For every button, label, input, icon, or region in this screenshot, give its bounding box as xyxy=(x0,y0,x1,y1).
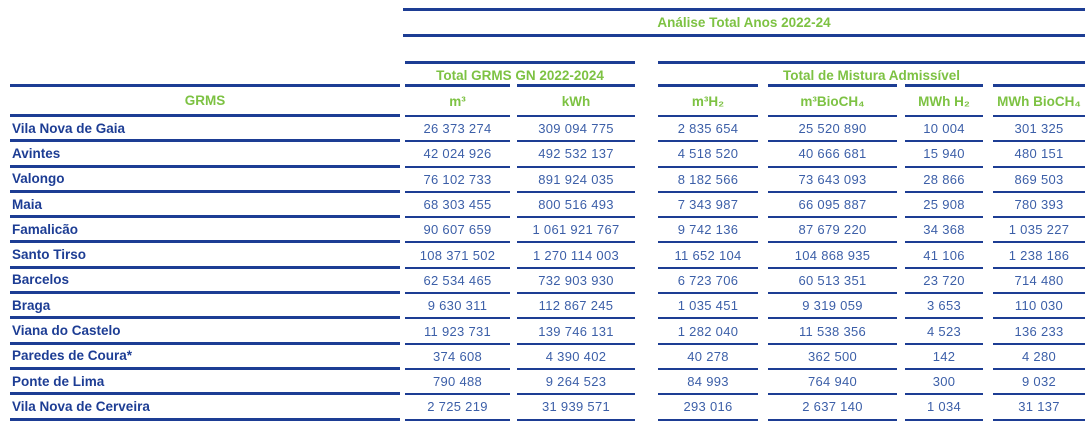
table-title: Análise Total Anos 2022-24 xyxy=(403,8,1085,37)
value-cell: 62 534 465 xyxy=(405,269,510,295)
column-header-m3: m³ xyxy=(405,84,510,117)
row-label: Valongo xyxy=(10,168,400,193)
row-label: Vila Nova de Gaia xyxy=(10,117,400,143)
grms-data-table: GRMS m³ kWh m³H₂ m³BioCH₄ MWh H₂ MWh Bio… xyxy=(10,84,1085,421)
value-cell: 4 518 520 xyxy=(658,142,758,168)
value-cell: 1 282 040 xyxy=(658,319,758,345)
value-cell: 42 024 926 xyxy=(405,142,510,168)
value-cell: 112 867 245 xyxy=(517,294,635,320)
value-cell: 31 939 571 xyxy=(517,395,635,421)
value-cell: 2 725 219 xyxy=(405,395,510,421)
row-label: Vila Nova de Cerveira xyxy=(10,395,400,421)
value-cell: 40 278 xyxy=(658,345,758,370)
value-cell: 25 520 890 xyxy=(768,117,897,143)
column-header-m3-bioch4: m³BioCH₄ xyxy=(768,84,897,117)
value-cell: 9 264 523 xyxy=(517,370,635,396)
value-cell: 40 666 681 xyxy=(768,142,897,168)
value-cell: 68 303 455 xyxy=(405,193,510,219)
column-header-grms: GRMS xyxy=(10,84,400,117)
value-cell: 764 940 xyxy=(768,370,897,396)
value-cell: 28 866 xyxy=(905,168,983,193)
value-cell: 104 868 935 xyxy=(768,243,897,269)
value-cell: 66 095 887 xyxy=(768,193,897,219)
value-cell: 9 319 059 xyxy=(768,294,897,320)
group-header-left-text: Total GRMS GN 2022-2024 xyxy=(436,68,604,83)
value-cell: 9 630 311 xyxy=(405,294,510,320)
row-label: Maia xyxy=(10,193,400,219)
value-cell: 84 993 xyxy=(658,370,758,396)
value-cell: 10 004 xyxy=(905,117,983,143)
value-cell: 4 523 xyxy=(905,319,983,345)
value-cell: 9 742 136 xyxy=(658,218,758,244)
value-cell: 11 923 731 xyxy=(405,319,510,345)
value-cell: 300 xyxy=(905,370,983,396)
value-cell: 362 500 xyxy=(768,345,897,370)
value-cell: 31 137 xyxy=(993,395,1085,421)
value-cell: 374 608 xyxy=(405,345,510,370)
group-header-right-text: Total de Mistura Admissível xyxy=(782,68,961,83)
value-cell: 6 723 706 xyxy=(658,269,758,295)
value-cell: 23 720 xyxy=(905,269,983,295)
row-label: Ponte de Lima xyxy=(10,370,400,396)
group-header-mistura-admissivel: Total de Mistura Admissível xyxy=(658,61,1085,84)
value-cell: 4 280 xyxy=(993,345,1085,370)
value-cell: 790 488 xyxy=(405,370,510,396)
value-cell: 7 343 987 xyxy=(658,193,758,219)
value-cell: 136 233 xyxy=(993,319,1085,345)
value-cell: 26 373 274 xyxy=(405,117,510,143)
value-cell: 1 270 114 003 xyxy=(517,243,635,269)
value-cell: 1 238 186 xyxy=(993,243,1085,269)
value-cell: 25 908 xyxy=(905,193,983,219)
value-cell: 1 061 921 767 xyxy=(517,218,635,244)
value-cell: 60 513 351 xyxy=(768,269,897,295)
value-cell: 309 094 775 xyxy=(517,117,635,143)
row-label: Avintes xyxy=(10,142,400,168)
value-cell: 73 643 093 xyxy=(768,168,897,193)
value-cell: 2 835 654 xyxy=(658,117,758,143)
table-title-text: Análise Total Anos 2022-24 xyxy=(657,15,831,30)
row-label: Famalicão xyxy=(10,218,400,244)
value-cell: 142 xyxy=(905,345,983,370)
value-cell: 891 924 035 xyxy=(517,168,635,193)
value-cell: 1 035 451 xyxy=(658,294,758,320)
row-label: Santo Tirso xyxy=(10,243,400,269)
value-cell: 3 653 xyxy=(905,294,983,320)
value-cell: 108 371 502 xyxy=(405,243,510,269)
value-cell: 8 182 566 xyxy=(658,168,758,193)
column-header-m3-h2: m³H₂ xyxy=(658,84,758,117)
row-label: Braga xyxy=(10,294,400,320)
value-cell: 1 035 227 xyxy=(993,218,1085,244)
row-label: Paredes de Coura* xyxy=(10,345,400,370)
row-label: Barcelos xyxy=(10,269,400,295)
value-cell: 1 034 xyxy=(905,395,983,421)
row-label: Viana do Castelo xyxy=(10,319,400,345)
value-cell: 301 325 xyxy=(993,117,1085,143)
value-cell: 34 368 xyxy=(905,218,983,244)
value-cell: 9 032 xyxy=(993,370,1085,396)
value-cell: 732 903 930 xyxy=(517,269,635,295)
value-cell: 800 516 493 xyxy=(517,193,635,219)
value-cell: 110 030 xyxy=(993,294,1085,320)
value-cell: 11 538 356 xyxy=(768,319,897,345)
value-cell: 2 637 140 xyxy=(768,395,897,421)
value-cell: 293 016 xyxy=(658,395,758,421)
value-cell: 869 503 xyxy=(993,168,1085,193)
value-cell: 480 151 xyxy=(993,142,1085,168)
value-cell: 139 746 131 xyxy=(517,319,635,345)
value-cell: 492 532 137 xyxy=(517,142,635,168)
value-cell: 76 102 733 xyxy=(405,168,510,193)
group-header-total-grms-gn: Total GRMS GN 2022-2024 xyxy=(405,61,635,84)
column-header-mwh-bioch4: MWh BioCH₄ xyxy=(993,84,1085,117)
value-cell: 4 390 402 xyxy=(517,345,635,370)
column-header-mwh-h2: MWh H₂ xyxy=(905,84,983,117)
value-cell: 90 607 659 xyxy=(405,218,510,244)
value-cell: 11 652 104 xyxy=(658,243,758,269)
value-cell: 15 940 xyxy=(905,142,983,168)
value-cell: 41 106 xyxy=(905,243,983,269)
column-header-kwh: kWh xyxy=(517,84,635,117)
value-cell: 780 393 xyxy=(993,193,1085,219)
value-cell: 87 679 220 xyxy=(768,218,897,244)
value-cell: 714 480 xyxy=(993,269,1085,295)
